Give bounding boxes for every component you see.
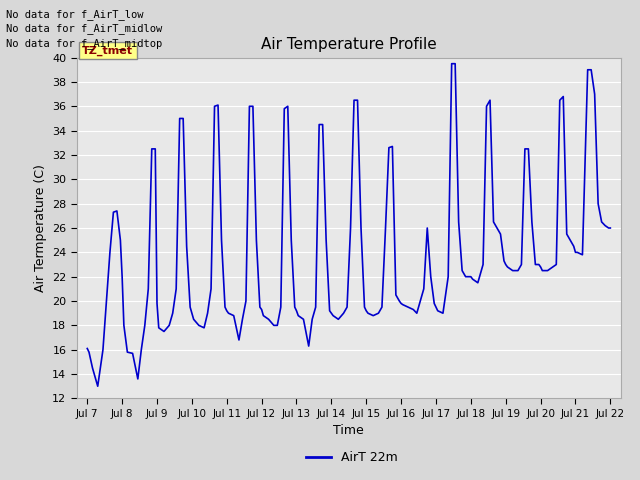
Text: No data for f_AirT_midtop: No data for f_AirT_midtop [6,37,163,48]
Text: No data for f_AirT_low: No data for f_AirT_low [6,9,144,20]
Text: No data for f_AirT_midlow: No data for f_AirT_midlow [6,23,163,34]
Y-axis label: Air Termperature (C): Air Termperature (C) [33,164,47,292]
Title: Air Temperature Profile: Air Temperature Profile [261,37,436,52]
X-axis label: Time: Time [333,424,364,437]
Legend: AirT 22m: AirT 22m [301,446,403,469]
Text: TZ_tmet: TZ_tmet [82,46,133,56]
